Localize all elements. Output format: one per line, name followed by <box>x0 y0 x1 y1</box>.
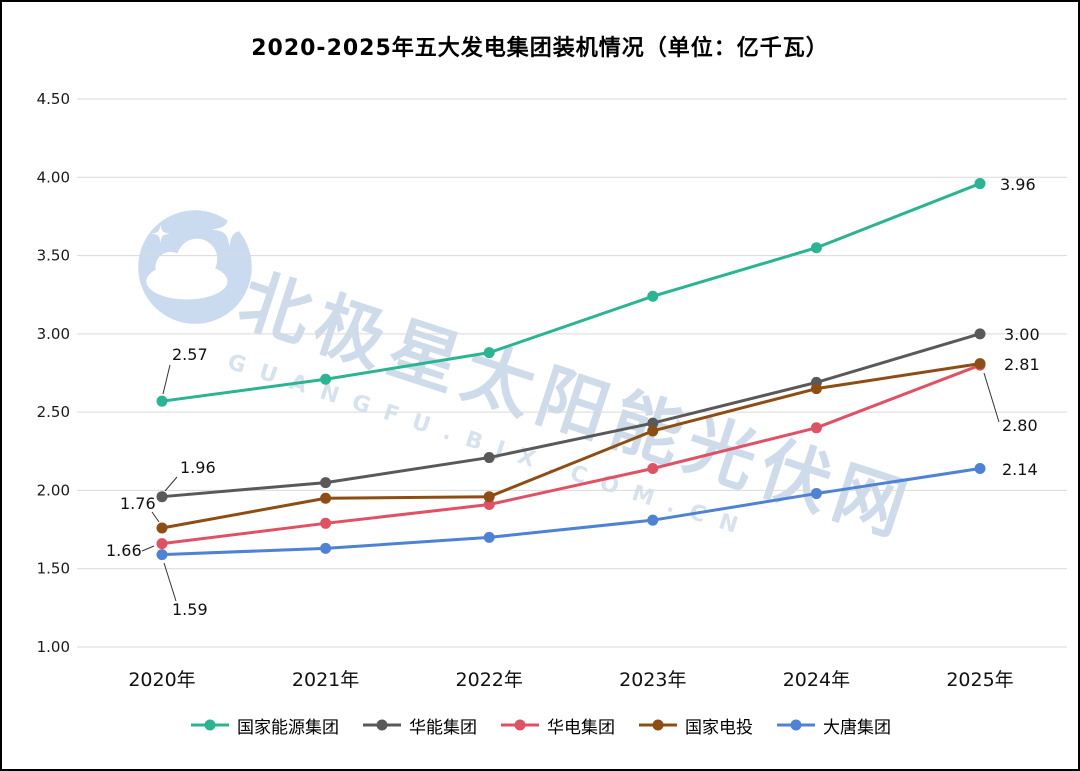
y-tick-label: 3.50 <box>37 247 70 265</box>
y-tick-label: 4.00 <box>37 168 70 186</box>
data-point <box>320 542 332 554</box>
legend-item-3: 国家电投 <box>637 713 753 738</box>
legend-label: 国家电投 <box>685 717 753 738</box>
y-tick-label: 2.00 <box>37 481 70 499</box>
y-tick-label: 1.50 <box>37 560 70 578</box>
legend-label: 大唐集团 <box>823 717 891 738</box>
y-tick-label: 1.00 <box>37 638 70 656</box>
data-label: 2.14 <box>1002 460 1038 479</box>
data-point <box>647 514 659 526</box>
legend-marker-icon <box>639 719 677 731</box>
legend-label: 国家能源集团 <box>237 717 339 738</box>
data-point <box>483 531 495 543</box>
x-tick-label: 2024年 <box>783 669 850 691</box>
legend-marker-icon <box>363 719 401 731</box>
data-point <box>156 395 168 407</box>
legend-marker-icon <box>191 719 229 731</box>
legend-marker-icon <box>501 719 539 731</box>
x-tick-label: 2023年 <box>619 669 686 691</box>
data-point <box>974 328 986 340</box>
data-point <box>974 463 986 475</box>
data-point <box>810 422 822 434</box>
y-tick-label: 4.50 <box>37 90 70 108</box>
annotation-leader-line <box>164 476 178 492</box>
legend-item-1: 华能集团 <box>361 713 477 738</box>
data-point <box>320 477 332 489</box>
legend-label: 华能集团 <box>409 717 477 738</box>
data-point <box>483 499 495 511</box>
series-line-1 <box>160 332 982 499</box>
legend-label: 华电集团 <box>547 717 615 738</box>
data-point <box>156 549 168 561</box>
annotation-leader-line <box>151 511 160 523</box>
data-point <box>810 242 822 254</box>
data-point <box>810 488 822 500</box>
data-point <box>974 358 986 370</box>
series-line-0 <box>160 182 982 403</box>
y-tick-label: 2.50 <box>37 403 70 421</box>
series-line-3 <box>160 362 982 530</box>
series-line-2 <box>160 363 982 546</box>
data-label: 1.59 <box>172 600 208 619</box>
legend: 国家能源集团 华能集团 华电集团 国家电投 大唐集团 <box>2 708 1078 742</box>
data-label: 3.00 <box>1004 325 1040 344</box>
data-point <box>156 538 168 550</box>
data-point <box>320 517 332 529</box>
data-point <box>320 492 332 504</box>
annotation-leader-line <box>983 372 1000 423</box>
data-label: 1.96 <box>180 458 216 477</box>
legend-item-0: 国家能源集团 <box>189 713 339 738</box>
legend-marker-icon <box>777 719 815 731</box>
data-point <box>483 347 495 359</box>
chart-title: 2020-2025年五大发电集团装机情况（单位：亿千瓦） <box>251 36 829 61</box>
x-tick-label: 2020年 <box>128 669 195 691</box>
annotation-leader-line <box>163 562 177 602</box>
data-label: 3.96 <box>1000 175 1036 194</box>
data-point <box>647 290 659 302</box>
series-line-4 <box>160 467 982 557</box>
x-tick-label: 2025年 <box>946 669 1013 691</box>
annotation-leader-line <box>162 364 171 395</box>
data-point <box>320 373 332 385</box>
x-tick-label: 2021年 <box>292 669 359 691</box>
data-label: 1.76 <box>120 494 156 513</box>
data-label: 2.80 <box>1002 416 1038 435</box>
data-point <box>483 452 495 464</box>
data-label: 2.57 <box>172 345 208 364</box>
data-point <box>974 178 986 190</box>
data-point <box>647 463 659 475</box>
data-point <box>647 417 659 429</box>
data-point <box>156 522 168 534</box>
data-label: 1.66 <box>106 541 142 560</box>
data-label: 2.81 <box>1004 355 1040 374</box>
annotation-leader-line <box>141 545 155 552</box>
data-point <box>483 491 495 503</box>
legend-item-4: 大唐集团 <box>775 713 891 738</box>
legend-item-2: 华电集团 <box>499 713 615 738</box>
x-tick-label: 2022年 <box>456 669 523 691</box>
data-point <box>156 491 168 503</box>
y-tick-label: 3.00 <box>37 325 70 343</box>
data-point <box>647 425 659 437</box>
data-point <box>810 383 822 395</box>
